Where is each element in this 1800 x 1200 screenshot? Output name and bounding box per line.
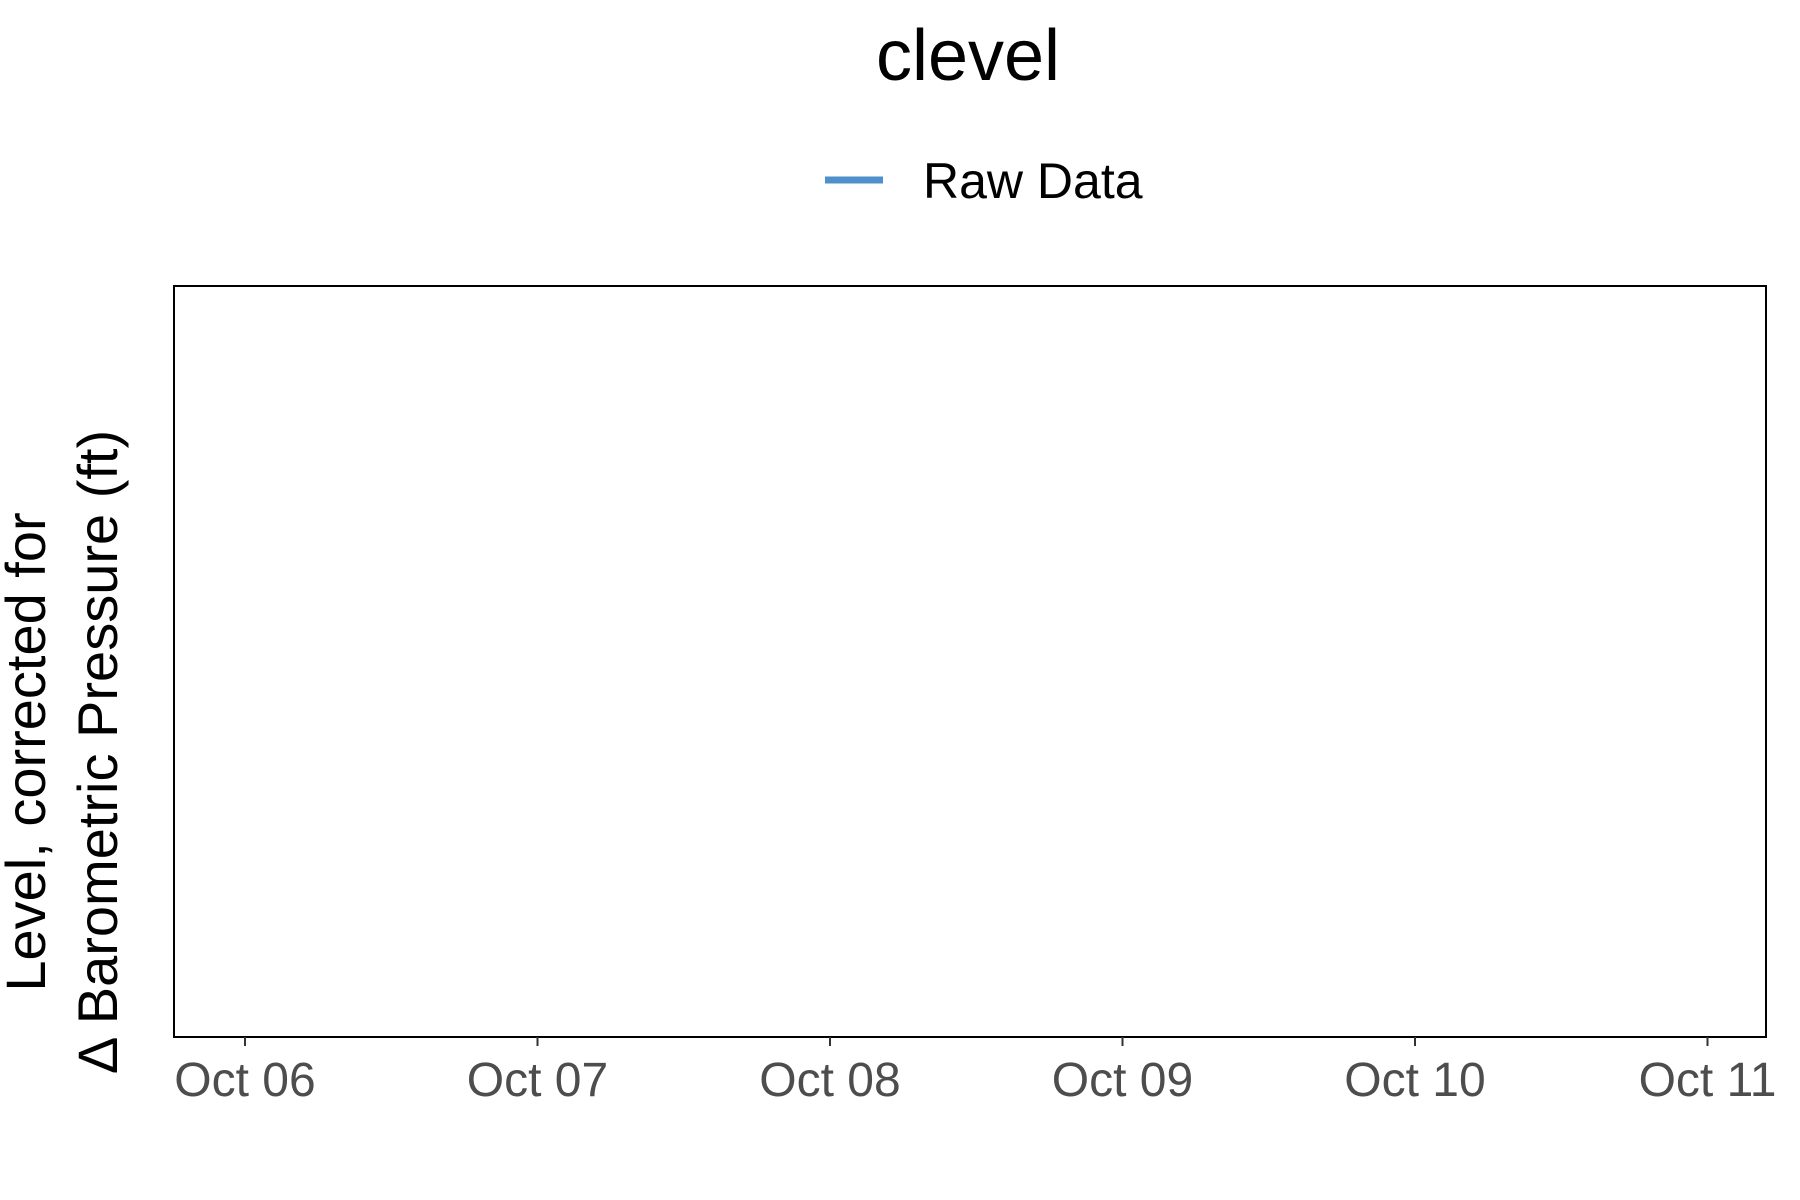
legend: Raw Data	[825, 153, 1143, 209]
x-tick-label: Oct 10	[1344, 1054, 1485, 1107]
legend-label-raw-data: Raw Data	[923, 153, 1143, 209]
chart-title: clevel	[876, 16, 1060, 96]
x-axis: Oct 06 Oct 07 Oct 08 Oct 09 Oct 10 Oct 11	[174, 1037, 1776, 1107]
x-tick-label: Oct 11	[1639, 1054, 1777, 1107]
x-tick-label: Oct 08	[759, 1054, 900, 1107]
plot-panel	[173, 285, 1767, 1038]
y-axis-label-line-2: Δ Barometric Pressure (ft)	[66, 430, 129, 1074]
x-tick-label: Oct 06	[174, 1054, 315, 1107]
x-tick-label: Oct 07	[467, 1054, 608, 1107]
x-tick-label: Oct 09	[1052, 1054, 1193, 1107]
y-axis-label-line-1: Level, corrected for	[0, 512, 57, 991]
y-axis-label: Level, corrected for Δ Barometric Pressu…	[0, 430, 129, 1074]
